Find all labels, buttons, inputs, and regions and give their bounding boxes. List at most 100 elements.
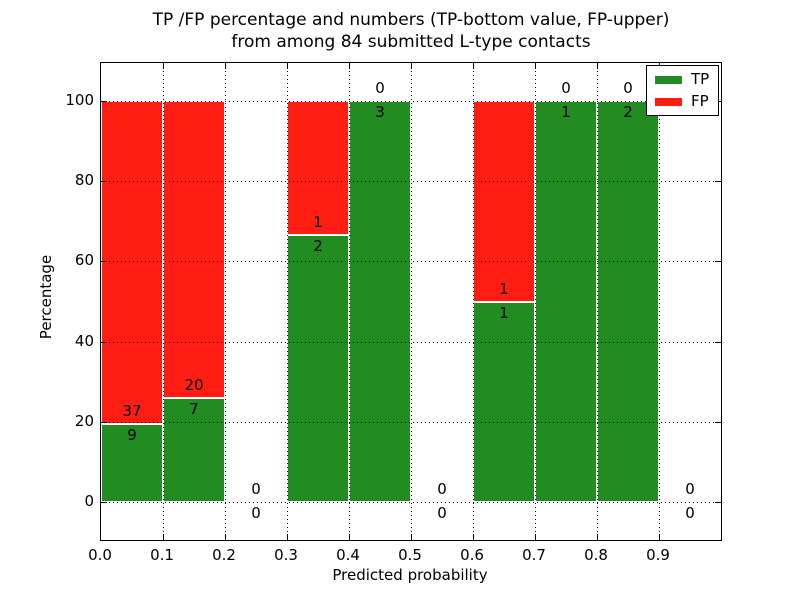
gridline-vertical [411, 63, 412, 540]
x-tick-mark [225, 63, 226, 69]
gridline-vertical [163, 63, 164, 540]
tp-count-label: 0 [685, 504, 695, 522]
gridline-vertical [287, 63, 288, 540]
y-tick-mark [715, 261, 721, 262]
legend-item-fp: FP [655, 94, 709, 109]
fp-count-label: 0 [251, 480, 261, 498]
x-tick-mark [535, 534, 536, 540]
bar-segment-tp [535, 101, 597, 502]
y-tick-label: 100 [65, 91, 94, 109]
legend-label-fp: FP [691, 92, 709, 110]
tp-count-label: 1 [499, 303, 509, 322]
tp-count-label: 7 [189, 400, 199, 419]
bar-segment-tp [101, 423, 163, 502]
bar-segment-fp [101, 101, 163, 424]
y-tick-label: 60 [74, 251, 94, 270]
chart-title-line1: TP /FP percentage and numbers (TP-bottom… [152, 10, 670, 30]
fp-count-label: 37 [122, 401, 142, 420]
y-tick-mark [715, 181, 721, 182]
y-tick-mark [101, 342, 107, 343]
gridline-vertical [597, 63, 598, 540]
fp-count-label: 1 [313, 212, 323, 231]
y-tick-label: 0 [84, 492, 94, 510]
tp-count-label: 2 [313, 236, 323, 255]
gridline-vertical [535, 63, 536, 540]
fp-count-label: 0 [623, 79, 633, 97]
x-tick-mark [473, 63, 474, 69]
x-tick-mark [659, 534, 660, 540]
bar-segment-fp [473, 101, 535, 302]
tp-count-label: 0 [437, 504, 447, 522]
fp-count-label: 0 [375, 79, 385, 97]
gridline-vertical [349, 63, 350, 540]
bar-segment-tp [349, 101, 411, 502]
y-tick-label: 80 [74, 171, 94, 190]
tp-count-label: 9 [127, 425, 137, 444]
x-tick-label: 0.7 [522, 546, 546, 564]
legend-label-tp: TP [691, 70, 710, 88]
gridline-vertical [473, 63, 474, 540]
x-tick-label: 0.5 [398, 546, 422, 564]
x-tick-mark [411, 63, 412, 69]
bar-segment-tp [597, 101, 659, 502]
plot-area: 37 9 20 7 0 0 1 2 0 3 0 0 1 1 0 1 0 2 0 0 [100, 62, 722, 541]
x-tick-label: 0.2 [212, 546, 236, 564]
y-tick-mark [101, 181, 107, 182]
x-axis-label: Predicted probability [332, 566, 488, 584]
x-tick-mark [411, 534, 412, 540]
chart-title-line2: from among 84 submitted L-type contacts [231, 32, 591, 52]
x-tick-label: 0.1 [150, 546, 174, 564]
x-tick-mark [163, 63, 164, 69]
bar-segment-tp [473, 301, 535, 502]
chart-title: TP /FP percentage and numbers (TP-bottom… [153, 9, 670, 53]
gridline-horizontal [101, 101, 721, 102]
x-tick-mark [597, 534, 598, 540]
x-tick-mark [597, 63, 598, 69]
gridline-horizontal [101, 422, 721, 423]
x-tick-mark [349, 63, 350, 69]
y-tick-mark [101, 261, 107, 262]
fp-count-label: 0 [561, 79, 571, 97]
legend-swatch-fp-icon [655, 97, 682, 106]
tp-count-label: 1 [561, 103, 571, 121]
tp-count-label: 3 [375, 103, 385, 121]
x-tick-mark [287, 534, 288, 540]
x-tick-label: 0.0 [88, 546, 112, 564]
x-tick-label: 0.3 [274, 546, 298, 564]
x-tick-mark [287, 63, 288, 69]
tp-count-label: 0 [251, 504, 261, 522]
gridline-vertical [225, 63, 226, 540]
legend-swatch-tp-icon [655, 75, 682, 84]
y-tick-mark [101, 422, 107, 423]
fp-count-label: 20 [184, 376, 204, 395]
gridline-horizontal [101, 502, 721, 503]
gridline-horizontal [101, 261, 721, 262]
x-tick-mark [535, 63, 536, 69]
y-tick-mark [101, 502, 107, 503]
x-tick-mark [349, 534, 350, 540]
x-tick-label: 0.6 [460, 546, 484, 564]
gridline-horizontal [101, 342, 721, 343]
x-tick-label: 0.4 [336, 546, 360, 564]
fp-count-label: 0 [437, 480, 447, 498]
bar-segment-fp [163, 101, 225, 399]
fp-count-label: 1 [499, 279, 509, 298]
y-tick-mark [715, 342, 721, 343]
x-tick-mark [225, 534, 226, 540]
legend: TP FP [646, 65, 720, 116]
y-tick-mark [101, 101, 107, 102]
legend-item-tp: TP [655, 72, 709, 87]
gridline-horizontal [101, 181, 721, 182]
tp-count-label: 2 [623, 103, 633, 121]
x-tick-label: 0.9 [646, 546, 670, 564]
x-tick-mark [163, 534, 164, 540]
gridline-vertical [659, 63, 660, 540]
x-tick-label: 0.8 [584, 546, 608, 564]
bar-segment-tp [163, 398, 225, 502]
bar-segment-tp [287, 234, 349, 502]
y-tick-mark [715, 502, 721, 503]
y-tick-label: 40 [74, 331, 94, 350]
x-tick-mark [473, 534, 474, 540]
fp-count-label: 0 [685, 480, 695, 498]
